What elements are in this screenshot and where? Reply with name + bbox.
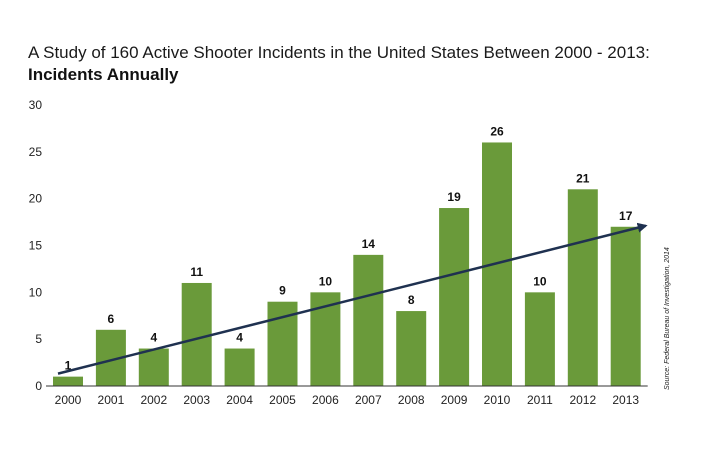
y-tick-label: 30 — [29, 98, 43, 112]
bar-value-label: 21 — [576, 171, 590, 185]
x-tick-label: 2002 — [140, 393, 167, 407]
bar-value-label: 11 — [190, 265, 203, 279]
bar-value-labels: 1 6 4 11 4 9 10 14 8 19 26 10 21 17 — [65, 124, 633, 372]
x-tick-label: 2007 — [355, 393, 382, 407]
bar-value-label: 26 — [490, 124, 504, 138]
bar-value-label: 4 — [236, 331, 243, 345]
bar-value-label: 4 — [150, 331, 157, 345]
x-tick-label: 2013 — [612, 393, 639, 407]
bar-value-label: 8 — [408, 293, 415, 307]
bar-value-label: 1 — [65, 359, 72, 373]
x-tick-label: 2005 — [269, 393, 296, 407]
x-tick-label: 2011 — [527, 393, 553, 407]
x-tick-label: 2010 — [484, 393, 511, 407]
bar-2003 — [181, 282, 212, 386]
x-tick-label: 2000 — [55, 393, 82, 407]
x-axis: 2000 2001 2002 2003 2004 2005 2006 2007 2008 2009… — [55, 393, 640, 407]
y-tick-label: 5 — [35, 332, 42, 346]
chart-title: A Study of 160 Active Shooter Incidents … — [28, 43, 650, 62]
bar-2009 — [439, 208, 470, 386]
bar-value-label: 17 — [619, 209, 633, 223]
bar-2008 — [396, 311, 427, 386]
bar-2000 — [53, 376, 83, 386]
x-tick-label: 2004 — [226, 393, 253, 407]
chart-subtitle: Incidents Annually — [28, 65, 179, 84]
bar-2007 — [353, 254, 384, 386]
bar-value-label: 10 — [533, 274, 547, 288]
bar-2002 — [138, 348, 169, 386]
y-axis: 0 5 10 15 20 25 30 — [29, 98, 43, 393]
bar-value-label: 6 — [108, 312, 115, 326]
bar-2013 — [610, 226, 641, 386]
bar-2011 — [524, 292, 555, 386]
bar-2004 — [224, 348, 255, 386]
bar-2012 — [567, 189, 598, 386]
y-tick-label: 25 — [29, 145, 43, 159]
x-tick-label: 2003 — [183, 393, 210, 407]
bar-value-label: 14 — [362, 237, 376, 251]
y-tick-label: 15 — [29, 239, 43, 253]
source-note: Source: Federal Bureau of Investigation,… — [664, 247, 671, 390]
x-tick-label: 2008 — [398, 393, 425, 407]
y-tick-label: 10 — [29, 285, 43, 299]
trend-arrow — [57, 222, 648, 375]
y-tick-label: 0 — [35, 379, 42, 393]
x-tick-label: 2001 — [98, 393, 125, 407]
bars — [53, 142, 641, 386]
y-tick-label: 20 — [29, 192, 43, 206]
x-tick-label: 2012 — [569, 393, 596, 407]
x-tick-label: 2006 — [312, 393, 339, 407]
x-tick-label: 2009 — [441, 393, 468, 407]
bar-value-label: 9 — [279, 284, 286, 298]
bar-value-label: 10 — [319, 274, 333, 288]
bar-value-label: 19 — [447, 190, 461, 204]
